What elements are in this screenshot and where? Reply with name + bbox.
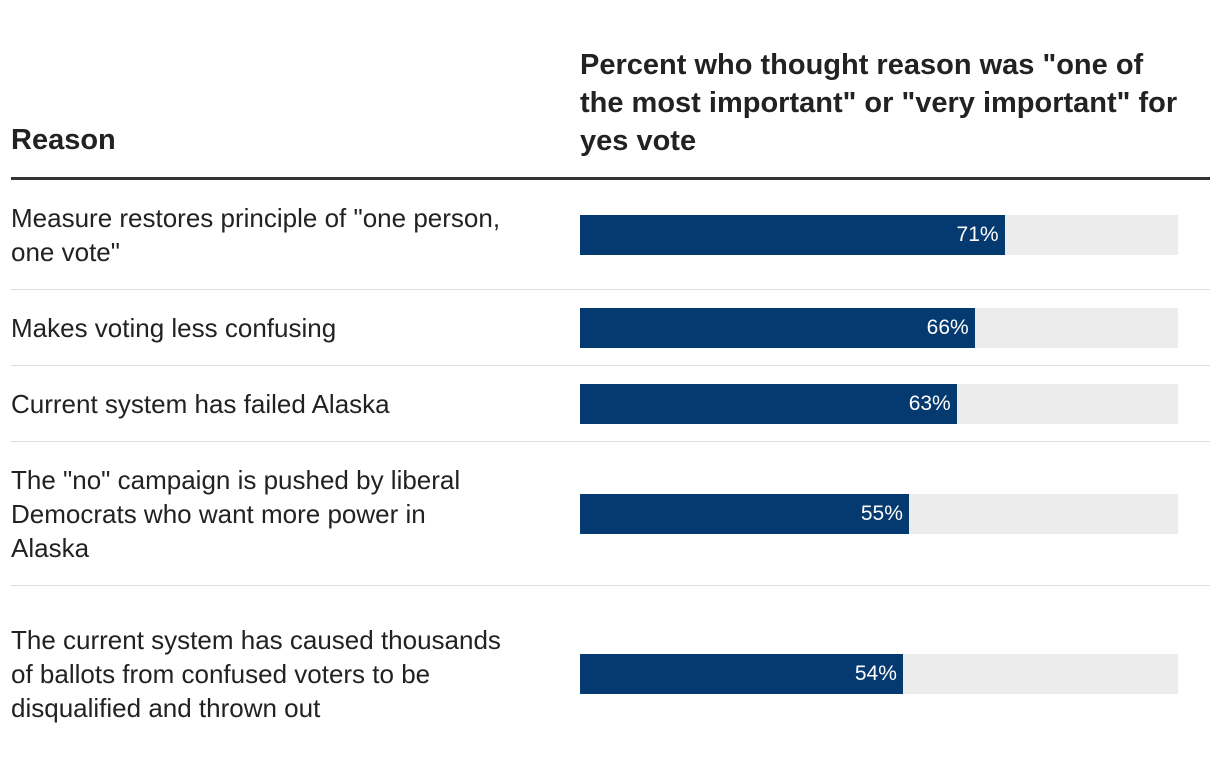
column-header-reason: Reason (11, 124, 116, 156)
row-label: Current system has failed Alaska (11, 388, 390, 419)
bar-table: Reason Percent who thought reason was "o… (11, 0, 1210, 762)
bar: 71% (580, 214, 1005, 255)
row-label: The current system has caused thousands … (11, 625, 501, 723)
row-label: Makes voting less confusing (11, 312, 337, 343)
table-row: Measure restores principle of "one perso… (11, 180, 1210, 290)
bar-track: 54% (580, 654, 1178, 694)
row-label: Measure restores principle of "one perso… (11, 202, 501, 267)
bar-value-label: 55% (860, 501, 903, 525)
column-header-percent: Percent who thought reason was "one of t… (580, 49, 1178, 157)
bar-value-label: 71% (956, 222, 999, 246)
table-header: Reason Percent who thought reason was "o… (11, 0, 1210, 180)
bar: 54% (580, 654, 903, 694)
bar-track: 71% (580, 214, 1178, 255)
bar-value-label: 54% (854, 662, 897, 685)
bar-track: 55% (580, 493, 1178, 534)
bar: 66% (580, 307, 975, 348)
row-label: The "no" campaign is pushed by liberal D… (11, 464, 461, 563)
bar-value-label: 66% (926, 315, 969, 339)
bar: 55% (580, 493, 909, 534)
bar-value-label: 63% (908, 391, 951, 415)
table-row: Current system has failed Alaska 63% (11, 366, 1210, 442)
table-row: The "no" campaign is pushed by liberal D… (11, 442, 1210, 586)
table-row: The current system has caused thousands … (11, 586, 1210, 762)
bar-track: 66% (580, 307, 1178, 348)
table-row: Makes voting less confusing 66% (11, 290, 1210, 366)
bar: 63% (580, 383, 957, 424)
bar-track: 63% (580, 383, 1178, 424)
